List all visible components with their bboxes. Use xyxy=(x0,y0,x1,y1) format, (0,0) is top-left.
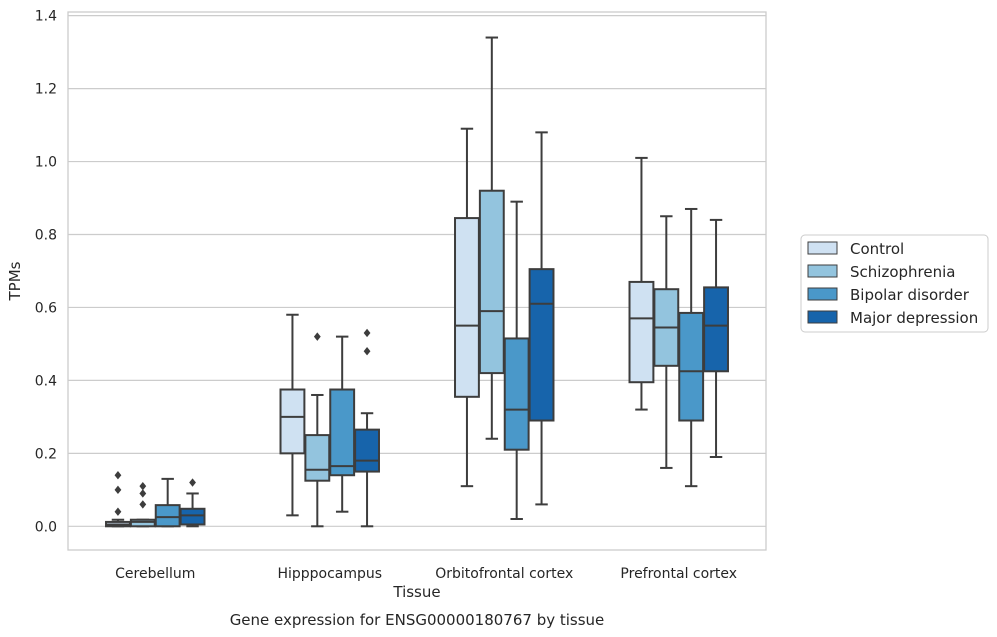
flier-1 xyxy=(139,489,147,498)
box-3-1 xyxy=(653,215,680,469)
chart-title: Gene expression for ENSG00000180767 by t… xyxy=(230,611,605,629)
x-tick-label-0: Cerebellum xyxy=(115,566,195,582)
flier-1 xyxy=(363,328,371,338)
y-tick-label-2: 0.4 xyxy=(35,373,57,389)
box-body xyxy=(503,337,530,451)
box-body xyxy=(454,217,480,398)
box-body xyxy=(279,388,306,455)
flier-0 xyxy=(114,507,122,516)
gridlines xyxy=(68,15,766,527)
box-1-1 xyxy=(304,332,331,528)
legend: Control Schizophrenia Bipolar disorder Majo… xyxy=(800,234,989,333)
box-body xyxy=(304,434,331,482)
box-body xyxy=(354,428,380,473)
box-1-0 xyxy=(279,313,306,517)
flier-2 xyxy=(114,471,122,480)
x-tick-label-2: Orbitofrontal cortex xyxy=(435,566,573,582)
flier-0 xyxy=(363,347,371,356)
y-tick-label-6: 1.2 xyxy=(35,82,57,98)
box-body xyxy=(329,388,356,477)
flier-2 xyxy=(139,481,147,491)
y-ticks: 0.0 0.2 0.4 0.6 0.8 1.0 1.2 1.4 xyxy=(35,9,57,536)
y-tick-label-7: 1.4 xyxy=(35,9,57,25)
plot-frame xyxy=(67,11,767,551)
flier-0 xyxy=(139,500,147,509)
flier-0 xyxy=(189,478,196,487)
box-body xyxy=(678,311,705,422)
box-0-3 xyxy=(179,478,206,528)
box-body xyxy=(129,518,156,528)
legend-frame xyxy=(800,234,989,333)
legend-swatch-3 xyxy=(807,310,838,324)
box-body xyxy=(703,286,729,373)
y-axis-title: TPMs xyxy=(6,261,24,301)
x-tick-label-3: Prefrontal cortex xyxy=(620,566,737,582)
legend-swatch-2 xyxy=(807,287,838,301)
box-3-3 xyxy=(703,218,729,458)
legend-label-2: Bipolar disorder xyxy=(850,286,970,304)
x-ticks: Cerebellum Hipppocampus Orbitofrontal cort… xyxy=(115,566,737,582)
y-tick-label-5: 1.0 xyxy=(35,155,57,171)
x-axis-title: Tissue xyxy=(392,583,440,601)
box-1-2 xyxy=(329,335,356,513)
box-3-0 xyxy=(628,156,655,411)
box-2-0 xyxy=(454,127,480,488)
box-2-2 xyxy=(503,200,530,520)
box-0-2 xyxy=(154,477,181,528)
box-3-2 xyxy=(678,207,705,488)
boxes xyxy=(105,36,729,528)
y-tick-label-4: 0.8 xyxy=(35,227,57,243)
box-2-3 xyxy=(528,131,555,506)
legend-label-1: Schizophrenia xyxy=(850,263,955,281)
legend-label-3: Major depression xyxy=(850,309,978,327)
box-0-0 xyxy=(105,471,131,528)
y-tick-label-3: 0.6 xyxy=(35,300,57,316)
x-tick-label-1: Hipppocampus xyxy=(277,566,382,582)
legend-swatch-0 xyxy=(807,241,838,255)
box-1-3 xyxy=(354,328,380,528)
box-2-1 xyxy=(478,36,505,440)
box-body xyxy=(528,268,555,422)
y-tick-label-1: 0.2 xyxy=(35,446,57,462)
box-body xyxy=(478,189,505,375)
legend-swatch-1 xyxy=(807,264,838,278)
box-body xyxy=(154,504,181,528)
flier-1 xyxy=(114,485,122,495)
flier-0 xyxy=(313,332,321,341)
y-tick-label-0: 0.0 xyxy=(35,519,57,535)
box-body xyxy=(628,280,655,384)
legend-label-0: Control xyxy=(850,240,904,258)
box-body xyxy=(179,507,206,526)
